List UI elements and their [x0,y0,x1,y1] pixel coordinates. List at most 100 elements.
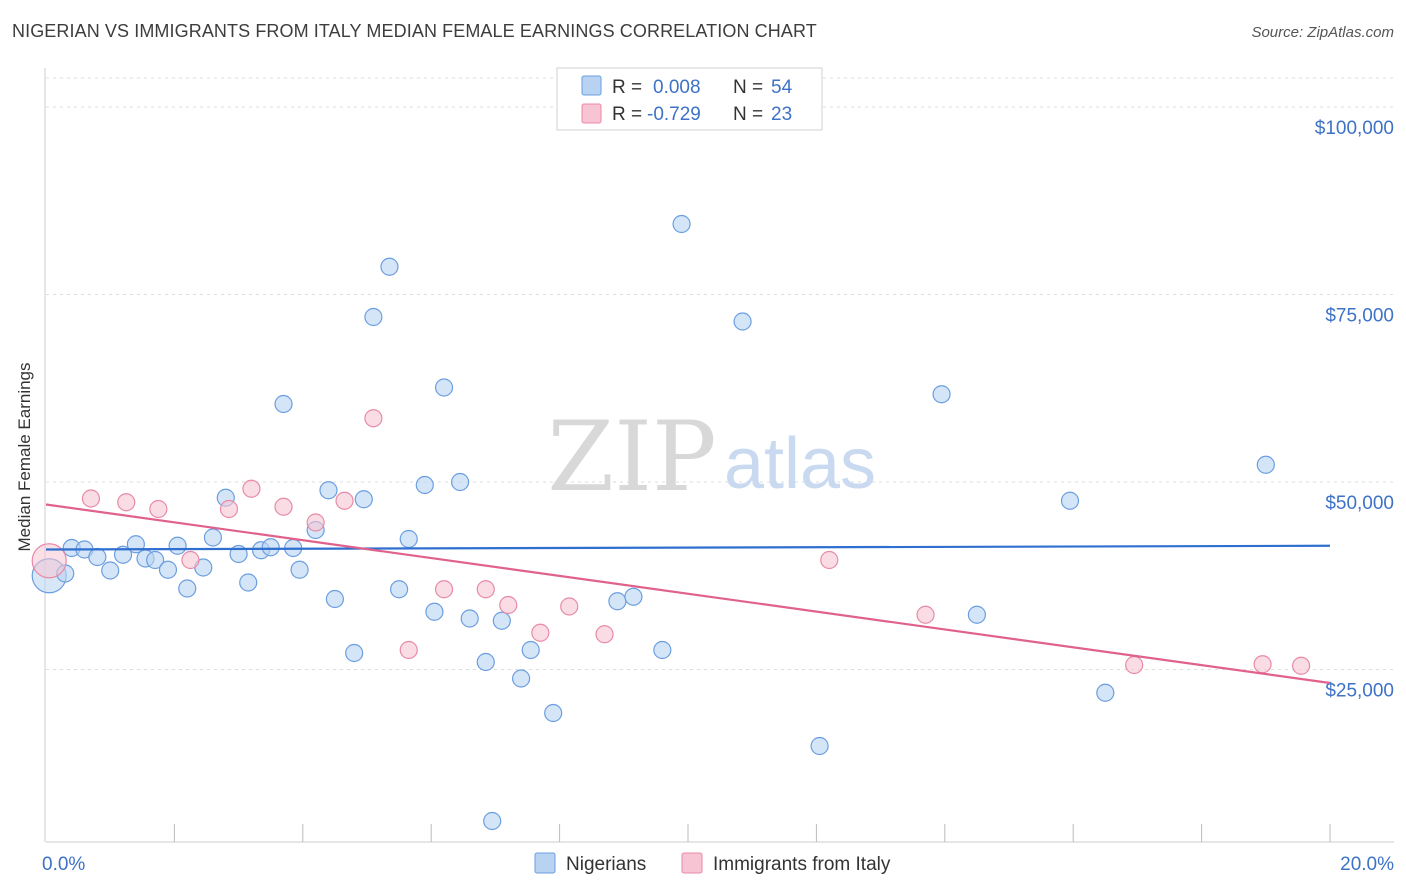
italy-point [181,550,200,570]
italy-point [306,513,325,532]
watermark-atlas: atlas [724,424,876,504]
y-tick-label: $25,000 [1325,681,1394,702]
nigerians-point [239,573,258,592]
nigerians-point [460,609,479,628]
nigerians-point [390,580,409,599]
italy-point [219,499,239,519]
nigerians-point [967,605,987,624]
nigerians-point [521,640,540,660]
italy-trend-line [45,503,1331,685]
nigerians-point [88,547,107,567]
italy-point [595,625,614,644]
italy-point [1125,655,1144,675]
italy-point [242,479,261,498]
series-legend: Nigerians Immigrants from Italy [534,852,891,875]
nigerians-point [399,529,418,549]
italy-point [149,499,168,519]
legend-r-label-nigerians: R = [612,77,642,98]
italy-point [31,543,67,579]
nigerians-point [511,669,531,688]
legend-n-label-italy: N = [733,104,763,125]
nigerians-point [425,602,444,621]
legend-r-label-italy: R = [612,104,642,125]
italy-point [81,489,101,508]
nigerians-point [608,592,627,611]
y-tick-label: $75,000 [1325,306,1394,327]
series-label-italy: Immigrants from Italy [713,854,891,875]
italy-point [364,409,383,428]
y-tick-labels: $25,000 $50,000 $75,000 $100,000 [1315,118,1394,702]
nigerians-point [325,589,344,609]
nigerians-point [932,385,951,404]
italy-point [560,597,579,616]
nigerians-point [113,545,133,564]
italy-point [1292,656,1311,675]
watermark-zip: ZIP [547,401,716,513]
nigerians-point [380,257,399,276]
trend-lines [45,503,1331,685]
nigerians-point [544,703,563,723]
italy-point [399,640,418,660]
italy-point [531,623,550,642]
nigerians-point [168,536,187,555]
nigerians-point [483,811,502,831]
axes [44,68,1394,843]
legend-n-value-nigerians: 54 [771,77,793,98]
italy-point [1253,655,1272,674]
italy-point [434,580,454,599]
y-tick-label: $50,000 [1325,493,1394,514]
source-credit: Source: ZipAtlas.com [1251,24,1394,41]
nigerians-point [810,736,829,756]
nigerians-point [653,640,672,660]
watermark: ZIP atlas [547,401,876,513]
nigerians-point [434,378,454,397]
correlation-legend: R = 0.008 N = 54 R = -0.729 N = 23 [556,67,823,131]
nigerians-point [146,550,165,570]
nigerians-point [492,611,511,630]
x-tick-label-min: 0.0% [42,854,85,875]
legend-swatch-nigerians [581,75,602,96]
nigerians-point [624,587,643,606]
nigerians-point [101,561,120,580]
nigerians-point [354,490,373,509]
nigerians-point [364,307,383,327]
italy-point [916,605,935,624]
nigerians-point [203,528,223,547]
series-swatch-nigerians [534,852,556,874]
italy-point [499,595,518,615]
y-tick-label: $100,000 [1315,118,1394,139]
series-swatch-italy [681,852,703,874]
y-axis-label: Median Female Earnings [15,363,34,552]
nigerians-point [476,652,495,672]
nigerians-point [415,475,434,495]
legend-r-value-italy: -0.729 [647,104,701,125]
nigerians-point [1256,455,1275,474]
nigerians-point [290,560,309,579]
nigerians-point [158,560,178,579]
nigerians-point [261,538,280,557]
chart-title: NIGERIAN VS IMMIGRANTS FROM ITALY MEDIAN… [12,21,817,41]
nigerians-trend-line [45,544,1331,551]
nigerians-point [1060,491,1080,510]
nigerians-point [450,472,470,492]
legend-r-value-nigerians: 0.008 [653,77,701,98]
italy-point [117,493,136,512]
legend-n-value-italy: 23 [771,104,792,125]
nigerians-point [1096,683,1115,702]
italy-point [820,550,839,570]
nigerians-point [733,312,752,331]
italy-point [274,497,293,516]
nigerians-point [319,481,338,500]
nigerians-point [274,394,293,414]
series-label-nigerians: Nigerians [566,854,646,875]
italy-point [335,491,354,510]
legend-n-label-nigerians: N = [733,77,763,98]
nigerians-point [178,579,197,598]
nigerians-point [672,214,691,234]
nigerians-point [345,643,364,663]
x-tick-label-max: 20.0% [1340,854,1394,875]
italy-point [476,580,495,599]
nigerians-points [31,214,1275,831]
legend-swatch-italy [581,103,602,124]
